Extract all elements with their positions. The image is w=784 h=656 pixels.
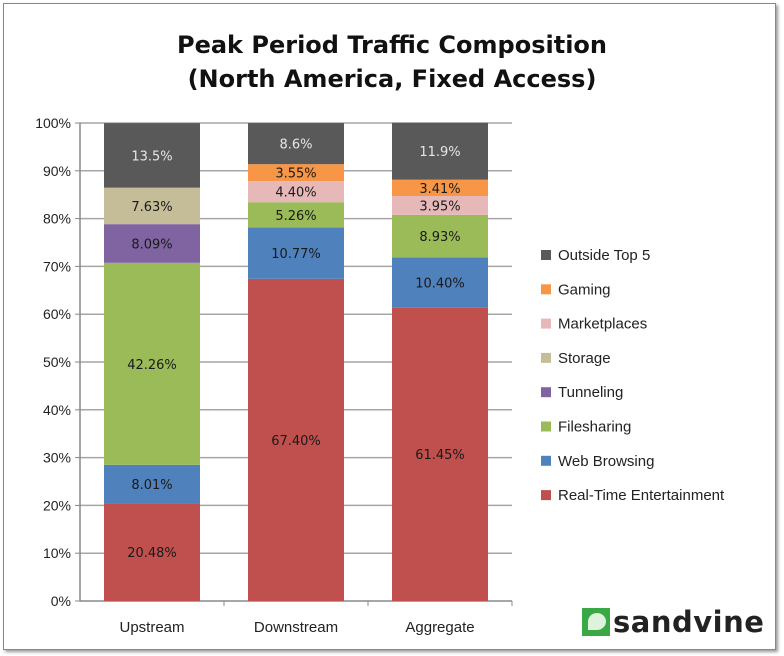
data-label: 7.63%: [131, 200, 172, 215]
bar-segment: [248, 278, 344, 601]
sandvine-logo: sandvine: [582, 605, 764, 639]
y-tick-label: 40%: [43, 402, 71, 418]
data-label: 10.40%: [415, 276, 465, 291]
legend-swatch: [541, 387, 551, 398]
bar-segment: [104, 464, 200, 504]
bar-segment: [248, 181, 344, 203]
data-label: 3.55%: [275, 167, 316, 182]
bar-segment: [248, 202, 344, 228]
legend-swatch: [541, 490, 551, 501]
legend-label: Tunneling: [558, 384, 623, 401]
data-label: 8.01%: [131, 478, 172, 493]
y-tick-label: 80%: [43, 211, 71, 227]
data-label: 13.5%: [131, 149, 172, 164]
title-line-1: Peak Period Traffic Composition: [176, 31, 607, 59]
leaf-icon: [582, 608, 610, 636]
x-tick-label: Aggregate: [405, 619, 474, 636]
legend-swatch: [541, 250, 551, 260]
legend-swatch: [541, 352, 551, 363]
legend-label: Gaming: [558, 281, 611, 298]
data-label: 20.48%: [127, 546, 177, 561]
legend-label: Marketplaces: [558, 316, 647, 333]
bar-segment: [392, 195, 488, 215]
y-tick-label: 10%: [43, 545, 71, 561]
legend-label: Filesharing: [558, 419, 631, 436]
legend-label: Real-Time Entertainment: [558, 487, 725, 504]
y-tick-label: 30%: [43, 450, 71, 466]
bar-segment: [248, 164, 344, 182]
y-tick-label: 50%: [43, 354, 71, 370]
data-label: 42.26%: [127, 358, 177, 373]
data-label: 67.40%: [271, 434, 321, 449]
y-tick-label: 100%: [35, 115, 71, 131]
bar-segment: [248, 123, 344, 165]
bar-segment: [248, 227, 344, 279]
bar-segment: [392, 122, 488, 180]
legend-swatch: [541, 318, 551, 329]
bar-segment: [104, 123, 200, 188]
legend-swatch: [541, 421, 551, 432]
data-label: 5.26%: [275, 209, 316, 224]
bar-segment: [392, 307, 488, 601]
data-label: 8.93%: [419, 230, 460, 245]
bar-segment: [392, 179, 488, 196]
data-label: 8.09%: [131, 237, 172, 252]
data-label: 10.77%: [271, 247, 321, 262]
legend-swatch: [541, 455, 551, 466]
legend-label: Storage: [558, 350, 611, 367]
title-line-2: (North America, Fixed Access): [187, 65, 597, 93]
bar-segment: [104, 503, 200, 601]
data-label: 8.6%: [279, 138, 312, 153]
x-tick-label: Downstream: [254, 619, 338, 636]
logo-text: sandvine: [613, 605, 765, 639]
bar-segment: [104, 262, 200, 465]
bar-segment: [104, 224, 200, 263]
legend-swatch: [541, 284, 551, 295]
bar-segment: [392, 257, 488, 308]
y-tick-label: 60%: [43, 306, 71, 322]
data-label: 3.95%: [419, 199, 460, 214]
y-tick-label: 70%: [43, 258, 71, 274]
y-tick-label: 90%: [43, 163, 71, 179]
x-tick-label: Upstream: [119, 619, 184, 636]
data-label: 4.40%: [275, 186, 316, 201]
data-label: 3.41%: [419, 182, 460, 197]
bar-segment: [104, 187, 200, 225]
bar-segment: [392, 214, 488, 258]
data-label: 11.9%: [419, 145, 460, 160]
y-tick-label: 0%: [51, 593, 71, 609]
legend-label: Web Browsing: [558, 453, 654, 470]
chart-title: Peak Period Traffic Composition (North A…: [0, 28, 784, 96]
data-label: 61.45%: [415, 448, 465, 463]
y-tick-label: 20%: [43, 497, 71, 513]
legend-label: Outside Top 5: [558, 247, 650, 264]
